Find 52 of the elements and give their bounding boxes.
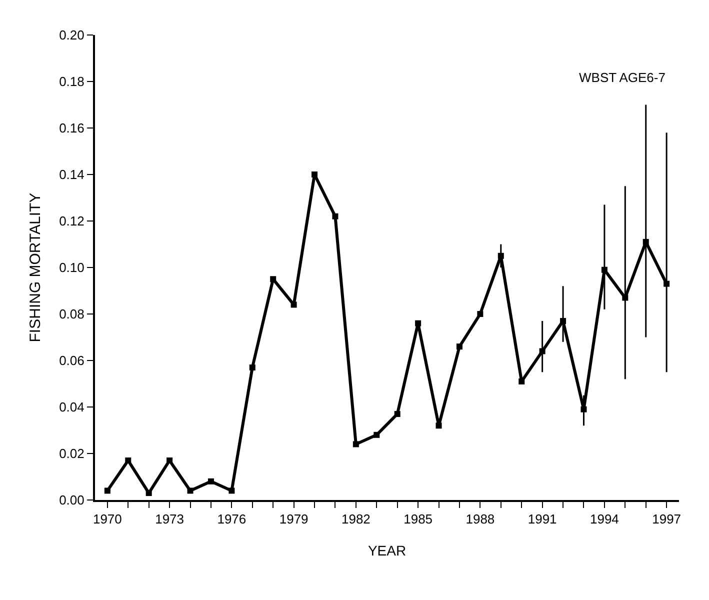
point xyxy=(228,488,235,494)
x-tick-label: 1973 xyxy=(155,512,184,527)
y-tick-label: 0.00 xyxy=(59,492,84,508)
point xyxy=(601,266,608,273)
annotation: WBST AGE6-7 xyxy=(579,70,666,85)
point xyxy=(270,276,276,282)
point xyxy=(312,172,318,178)
point xyxy=(104,488,110,494)
point xyxy=(125,457,132,464)
point xyxy=(374,432,380,438)
point xyxy=(580,406,587,412)
point xyxy=(290,302,297,308)
point xyxy=(664,280,670,287)
y-tick-label: 0.08 xyxy=(59,306,84,322)
point xyxy=(332,213,338,220)
x-tick-label: 1976 xyxy=(217,512,246,527)
point xyxy=(146,490,152,496)
x-tick-label: 1988 xyxy=(466,512,495,527)
y-tick-label: 0.18 xyxy=(59,74,84,90)
point xyxy=(622,294,628,301)
point xyxy=(456,344,462,350)
y-tick-label: 0.12 xyxy=(59,214,84,229)
point xyxy=(642,238,649,245)
point xyxy=(560,318,566,324)
point xyxy=(249,364,256,370)
x-tick-label: 1994 xyxy=(590,512,619,527)
y-tick-label: 0.10 xyxy=(59,260,84,276)
x-tick-label: 1997 xyxy=(652,512,682,527)
x-tick-label: 1970 xyxy=(92,512,122,527)
point xyxy=(187,488,194,494)
point xyxy=(436,422,442,429)
point xyxy=(518,378,525,384)
point xyxy=(394,410,400,417)
point xyxy=(166,457,173,464)
point xyxy=(415,320,422,326)
x-tick-label: 1982 xyxy=(341,512,370,527)
x-tick-label: 1979 xyxy=(279,512,308,527)
point xyxy=(498,252,504,259)
point xyxy=(208,478,214,484)
y-tick-label: 0.16 xyxy=(59,120,84,136)
point xyxy=(539,348,546,354)
y-tick-label: 0.02 xyxy=(59,446,84,462)
y-tick-label: 0.20 xyxy=(59,28,84,43)
x-tick-label: 1985 xyxy=(404,512,433,527)
point xyxy=(352,441,359,448)
point xyxy=(477,311,484,317)
y-tick-label: 0.04 xyxy=(59,400,84,415)
y-tick-label: 0.14 xyxy=(59,167,84,182)
x-tick-label: 1991 xyxy=(528,512,557,527)
x-axis-title: YEAR xyxy=(368,542,406,558)
y-axis-title: FISHING MORTALITY xyxy=(26,192,44,342)
y-tick-label: 0.06 xyxy=(59,353,84,368)
